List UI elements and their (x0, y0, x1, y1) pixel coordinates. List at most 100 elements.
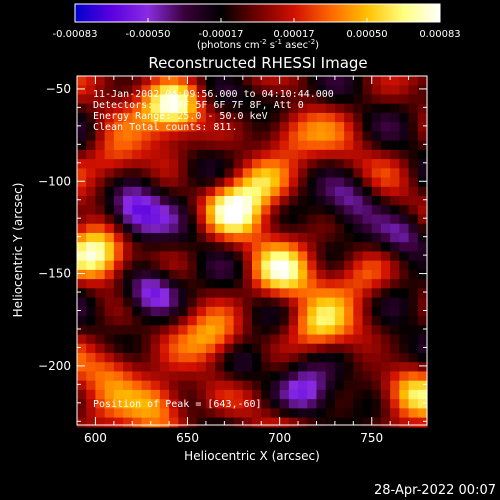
heatmap-cell (150, 232, 161, 243)
heatmap-cell (417, 269, 428, 280)
heatmap-cell (86, 140, 97, 151)
heatmap-cell (307, 85, 318, 96)
heatmap-cell (417, 343, 428, 354)
heatmap-cell (132, 214, 143, 225)
heatmap-cell (95, 352, 106, 363)
heatmap-cell (187, 260, 198, 271)
heatmap-cell (408, 223, 419, 234)
heatmap-cell (399, 288, 410, 299)
heatmap-cell (344, 177, 354, 188)
heatmap-cell (334, 232, 345, 243)
heatmap-cell (380, 288, 391, 299)
heatmap-cell (353, 399, 364, 409)
heatmap-cell (187, 417, 198, 428)
heatmap-cell (141, 196, 152, 206)
heatmap-cell (279, 417, 290, 428)
heatmap-cell (104, 196, 115, 206)
heatmap-cell (77, 279, 87, 289)
heatmap-cell (159, 352, 170, 363)
heatmap-cell (196, 94, 207, 105)
heatmap-cell (196, 343, 207, 354)
heatmap-cell (298, 334, 308, 345)
heatmap-cell (113, 196, 124, 206)
heatmap-cell (288, 103, 299, 114)
heatmap-cell (150, 196, 161, 206)
heatmap-cell (215, 352, 225, 363)
heatmap-cell (187, 297, 198, 308)
heatmap-cell (104, 389, 115, 400)
heatmap-cell (169, 149, 179, 160)
heatmap-cell (159, 76, 170, 86)
heatmap-cell (380, 112, 391, 123)
heatmap-cell (417, 85, 428, 96)
heatmap-cell (307, 352, 318, 363)
heatmap-cell (169, 269, 179, 280)
heatmap-cell (417, 232, 428, 243)
heatmap-cell (215, 122, 225, 132)
heatmap-cell (113, 149, 124, 160)
heatmap-cell (132, 371, 143, 382)
heatmap-cell (307, 223, 318, 234)
heatmap-cell (316, 334, 327, 345)
heatmap-cell (150, 408, 161, 419)
heatmap-cell (233, 177, 244, 188)
heatmap-cell (298, 131, 308, 142)
heatmap-cell (113, 122, 124, 132)
heatmap-cell (242, 306, 253, 317)
heatmap-cell (95, 380, 106, 391)
heatmap-cell (298, 362, 308, 373)
heatmap-cell (215, 112, 225, 123)
heatmap-cell (178, 306, 189, 317)
heatmap-cell (316, 168, 327, 179)
heatmap-cell (380, 131, 391, 142)
heatmap-cell (279, 371, 290, 382)
heatmap-cell (288, 260, 299, 271)
heatmap-cell (86, 186, 97, 197)
heatmap-cell (233, 334, 244, 345)
heatmap-cell (77, 306, 87, 317)
heatmap-cell (187, 279, 198, 289)
heatmap-cell (123, 131, 133, 142)
heatmap-cell (233, 260, 244, 271)
heatmap-cell (178, 269, 189, 280)
heatmap-cell (270, 371, 281, 382)
heatmap-cell (362, 279, 373, 289)
heatmap-cell (113, 76, 124, 86)
heatmap-cell (408, 122, 419, 132)
heatmap-cell (141, 334, 152, 345)
heatmap-cell (417, 325, 428, 336)
heatmap-cell (399, 325, 410, 336)
heatmap-cell (417, 186, 428, 197)
heatmap-cell (104, 223, 115, 234)
heatmap-cell (288, 168, 299, 179)
heatmap-cell (104, 103, 115, 114)
heatmap-cell (261, 223, 272, 234)
heatmap-cell (233, 325, 244, 336)
heatmap-cell (233, 316, 244, 326)
heatmap-cell (270, 417, 281, 428)
heatmap-cell (215, 343, 225, 354)
heatmap-cell (205, 76, 216, 86)
heatmap-cell (353, 159, 364, 169)
heatmap-cell (215, 223, 225, 234)
heatmap-cell (270, 76, 281, 86)
heatmap-cell (334, 380, 345, 391)
heatmap-cell (316, 159, 327, 169)
heatmap-cell (95, 269, 106, 280)
heatmap-cell (187, 325, 198, 336)
heatmap-cell (261, 279, 272, 289)
heatmap-cell (279, 343, 290, 354)
heatmap-cell (104, 122, 115, 132)
heatmap-cell (380, 122, 391, 132)
heatmap-cell (104, 242, 115, 253)
heatmap-cell (399, 242, 410, 253)
heatmap-cell (371, 399, 382, 409)
heatmap-cell (316, 251, 327, 262)
heatmap-cell (233, 242, 244, 253)
heatmap-cell (123, 251, 133, 262)
heatmap-cell (334, 371, 345, 382)
heatmap-cell (344, 131, 354, 142)
heatmap-cell (344, 279, 354, 289)
heatmap-cell (279, 279, 290, 289)
heatmap-cell (399, 362, 410, 373)
